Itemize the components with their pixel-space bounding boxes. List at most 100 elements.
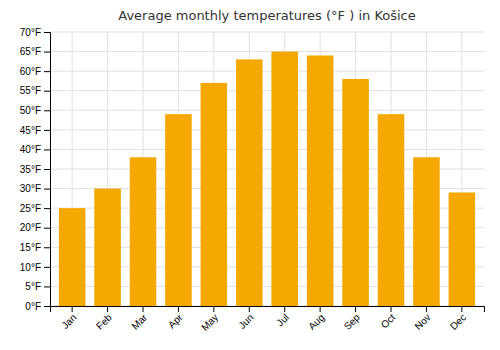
y-tick: 50°F [20,105,50,116]
y-tick: 5°F [25,281,50,292]
x-tick-label: Nov [412,312,432,332]
x-tick-mark [143,306,144,312]
x-tick: Jul [274,306,291,328]
x-tick-label: May [199,312,220,333]
y-axis-line [44,33,51,307]
y-tick: 40°F [20,144,50,155]
bar [271,52,298,306]
y-tick: 60°F [20,66,50,77]
grid [50,32,484,306]
x-tick-mark [107,306,108,312]
y-tick: 45°F [20,125,50,136]
bar [342,79,369,306]
bar [59,208,86,306]
y-tick: 0°F [25,301,50,312]
x-tick-label: Feb [94,311,114,331]
y-tick: 20°F [20,222,50,233]
x-tick-mark [355,306,356,312]
x-tick-label: Sep [342,311,363,332]
x-tick-label: Jun [236,312,255,331]
y-tick-mark [44,91,50,92]
bar [94,189,121,306]
x-tick-label: Mar [129,311,149,331]
y-tick-label: 65°F [20,46,41,57]
x-tick: May [199,306,220,333]
y-tick-mark [44,52,50,53]
y-tick-mark [44,189,50,190]
bar [201,83,228,306]
y-tick-label: 20°F [20,222,41,233]
bar [165,114,192,306]
y-tick: 70°F [20,27,50,38]
y-tick-mark [44,32,50,33]
y-tick-label: 45°F [20,125,41,136]
x-tick-label: Jan [59,312,78,331]
y-tick-label: 50°F [20,105,41,116]
x-tick-label: Apr [166,311,185,330]
x-tick: Apr [166,306,185,330]
x-tick-label: Jul [274,312,291,329]
y-tick-label: 35°F [20,164,41,175]
x-tick-mark [249,306,250,312]
x-axis: Jan Feb Mar Apr May Jun Jul Aug Sep Oct Nov Dec [51,306,485,333]
y-tick: 25°F [20,203,50,214]
x-tick: Jun [236,306,255,331]
grid-line-y [50,71,484,72]
x-tick: Feb [94,306,114,332]
y-tick-label: 30°F [20,183,41,194]
x-tick-mark [72,306,73,312]
y-axis: 0°F 5°F 10°F 15°F 20°F 25°F 30°F 35°F 40°F 45°F 50… [20,27,51,312]
y-tick-mark [44,208,50,209]
y-tick: 65°F [20,46,50,57]
y-tick: 55°F [20,85,50,96]
y-tick-mark [44,267,50,268]
bar [378,114,405,306]
x-tick-mark [284,306,285,312]
y-tick-mark [44,110,50,111]
x-tick-label: Oct [379,312,398,331]
y-tick-mark [44,71,50,72]
bars [59,52,475,306]
plot-area: 0°F 5°F 10°F 15°F 20°F 25°F 30°F 35°F 40°F 45°F 50… [20,27,485,333]
x-tick: Aug [306,306,326,332]
x-tick-mark [391,306,392,312]
x-tick-label: Aug [306,312,326,332]
y-tick-label: 55°F [20,85,41,96]
grid-line-y [50,32,484,33]
y-tick: 10°F [20,262,50,273]
y-tick-label: 70°F [20,27,41,38]
grid-line-y [50,90,484,91]
x-tick-mark [426,306,427,312]
y-tick-mark [44,130,50,131]
y-tick: 35°F [20,164,50,175]
bar [130,157,157,306]
y-tick-label: 0°F [25,301,41,312]
x-tick: Mar [129,306,149,332]
bar [307,55,334,306]
title: Average monthly temperatures (°F ) in Ko… [118,8,416,23]
y-tick-label: 40°F [20,144,41,155]
bar [413,157,440,306]
y-tick-label: 60°F [20,66,41,77]
x-tick-label: Dec [448,312,468,332]
y-tick-mark [44,306,50,307]
x-tick-mark [461,306,462,312]
grid-line-y [50,110,484,111]
y-tick-label: 15°F [20,242,41,253]
y-tick: 30°F [20,183,50,194]
x-tick-mark [320,306,321,312]
x-tick-mark [213,306,214,312]
x-tick-mark [178,306,179,312]
bar [236,59,263,306]
y-tick-mark [44,228,50,229]
y-tick-label: 5°F [25,281,41,292]
grid-line-y [50,149,484,150]
y-tick-label: 10°F [20,262,41,273]
y-tick-mark [44,247,50,248]
grid-line-y [50,129,484,130]
y-tick-mark [44,286,50,287]
chart: 0°F 5°F 10°F 15°F 20°F 25°F 30°F 35°F 40°F 45°F 50… [0,0,500,350]
x-tick: Oct [379,306,398,330]
grid-line-y [50,51,484,52]
y-tick-mark [44,169,50,170]
